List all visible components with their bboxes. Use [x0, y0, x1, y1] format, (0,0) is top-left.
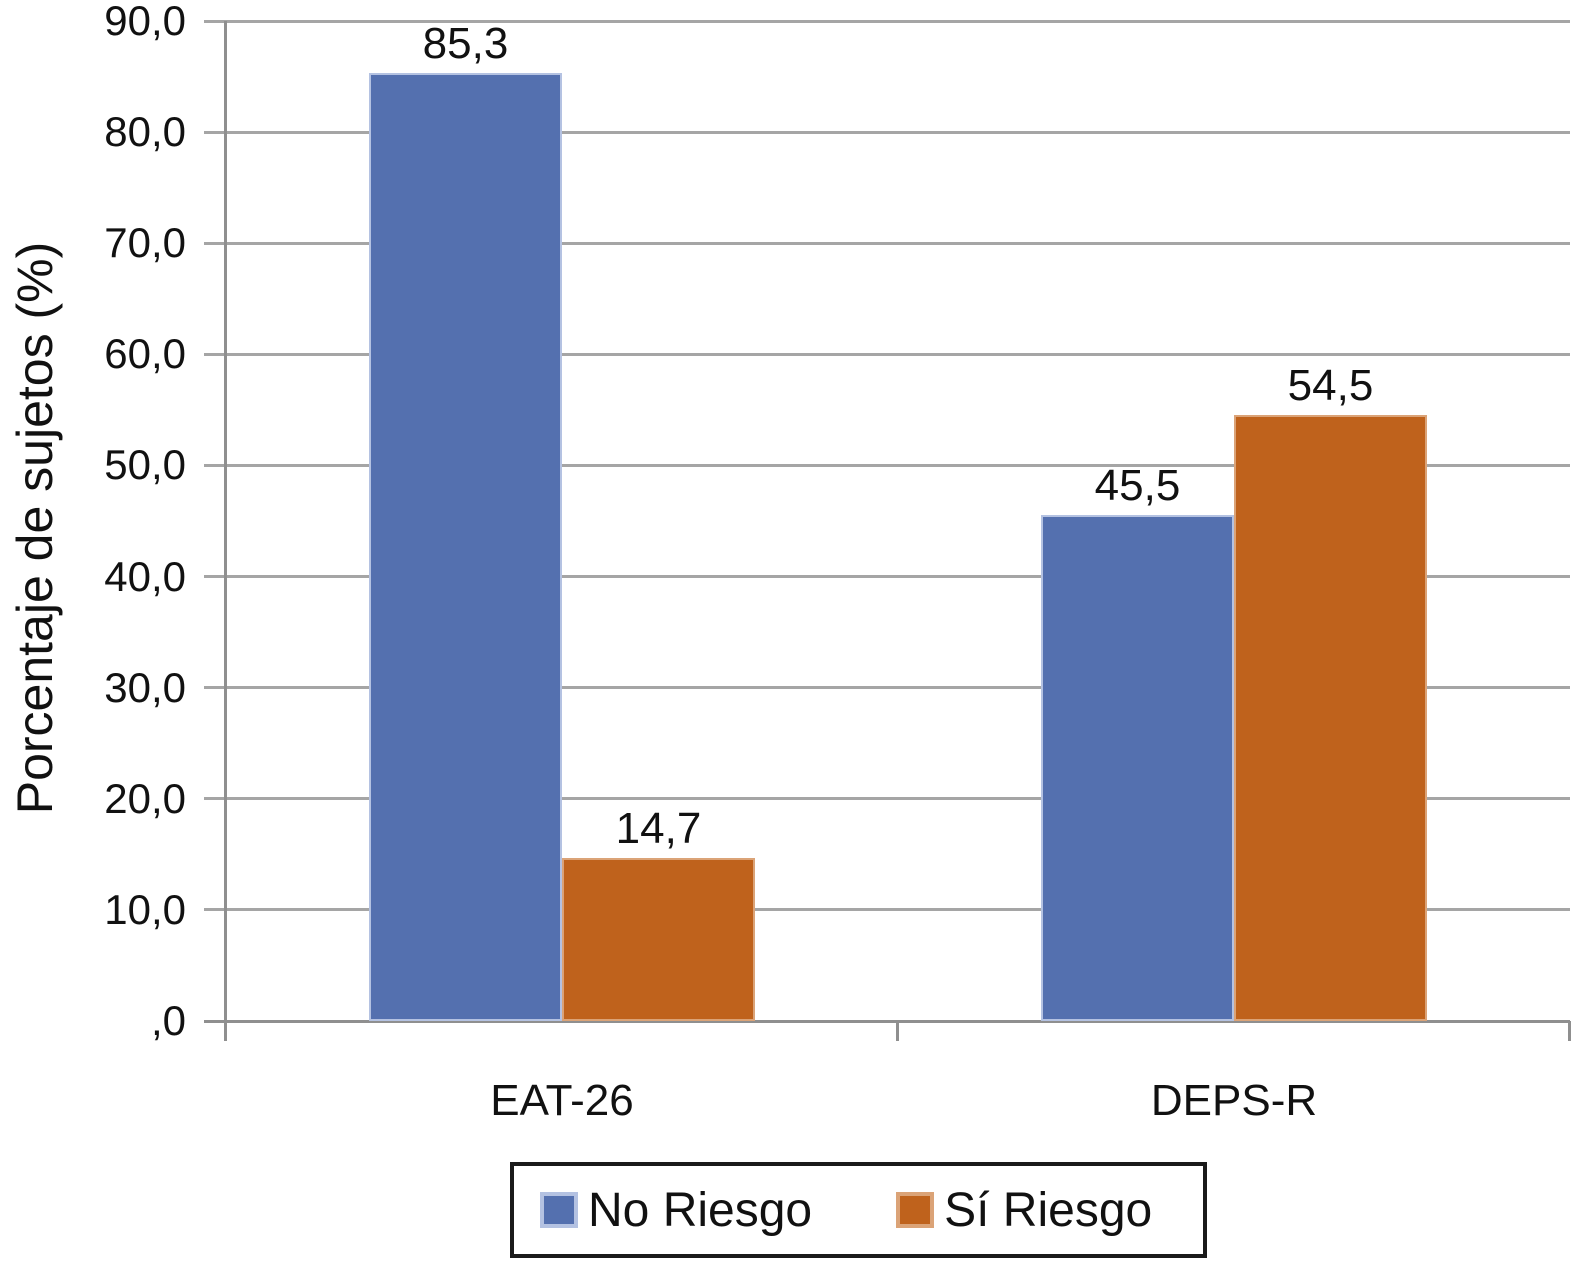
data-label-si-riesgo-deps-r: 54,5 — [1287, 361, 1374, 411]
y-tick-label: 90,0 — [104, 0, 186, 44]
legend-swatch-si-riesgo — [896, 1192, 935, 1228]
x-category-label-eat-26: EAT-26 — [490, 1076, 634, 1125]
gridline — [204, 575, 1570, 579]
y-tick-label: 70,0 — [104, 219, 186, 267]
y-tick-label: 20,0 — [104, 774, 186, 822]
gridline — [204, 241, 1570, 245]
x-category-label-deps-r: DEPS-R — [1150, 1076, 1318, 1125]
gridline — [204, 1019, 1570, 1023]
bar-no-riesgo-deps-r — [1041, 515, 1234, 1021]
gridline — [204, 908, 1570, 912]
y-tick-label: 50,0 — [104, 441, 186, 489]
y-axis-line — [224, 21, 227, 1041]
gridline — [204, 19, 1570, 23]
data-label-no-riesgo-deps-r: 45,5 — [1094, 461, 1181, 511]
legend-label-no-riesgo: No Riesgo — [588, 1183, 813, 1237]
gridline — [204, 130, 1570, 134]
x-axis-tick-mark — [1568, 1021, 1571, 1041]
legend-item-si-riesgo: Sí Riesgo — [896, 1183, 1152, 1238]
y-tick-label: ,0 — [150, 997, 186, 1044]
data-label-si-riesgo-eat-26: 14,7 — [615, 803, 702, 853]
x-axis-tick-mark — [896, 1021, 899, 1041]
gridline — [204, 463, 1570, 467]
legend-item-no-riesgo: No Riesgo — [540, 1183, 812, 1238]
gridline — [204, 352, 1570, 356]
y-tick-label: 80,0 — [104, 108, 186, 156]
legend-swatch-no-riesgo — [540, 1192, 578, 1228]
data-label-no-riesgo-eat-26: 85,3 — [422, 19, 509, 69]
bar-no-riesgo-eat-26 — [369, 73, 562, 1021]
gridline — [204, 686, 1570, 690]
y-tick-label: 40,0 — [104, 552, 186, 600]
legend-label-si-riesgo: Sí Riesgo — [944, 1183, 1153, 1237]
bar-si-riesgo-eat-26 — [562, 857, 755, 1021]
gridline — [204, 797, 1570, 801]
legend: No Riesgo Sí Riesgo — [510, 1162, 1207, 1258]
bar-si-riesgo-deps-r — [1234, 415, 1427, 1021]
y-tick-label: 10,0 — [104, 885, 186, 933]
y-tick-label: 60,0 — [104, 330, 186, 378]
y-tick-label: 30,0 — [104, 663, 186, 711]
